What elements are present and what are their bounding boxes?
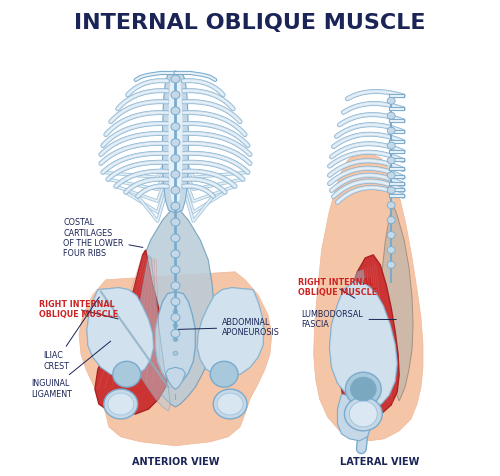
- Ellipse shape: [387, 157, 395, 164]
- Ellipse shape: [108, 393, 134, 415]
- Ellipse shape: [350, 401, 378, 427]
- Ellipse shape: [171, 234, 180, 242]
- Ellipse shape: [387, 202, 395, 208]
- Polygon shape: [342, 270, 367, 414]
- Ellipse shape: [171, 218, 180, 226]
- Ellipse shape: [171, 266, 180, 274]
- Ellipse shape: [171, 91, 180, 99]
- Ellipse shape: [171, 282, 180, 290]
- Ellipse shape: [171, 329, 180, 337]
- Ellipse shape: [387, 142, 395, 149]
- Ellipse shape: [171, 202, 180, 210]
- Ellipse shape: [173, 337, 178, 341]
- Polygon shape: [198, 288, 264, 377]
- Ellipse shape: [344, 397, 382, 431]
- Ellipse shape: [171, 107, 180, 115]
- Ellipse shape: [171, 75, 180, 83]
- Ellipse shape: [217, 393, 243, 415]
- Text: RIGHT INTERNAL
OBLIQUE MUSCLE: RIGHT INTERNAL OBLIQUE MUSCLE: [39, 299, 118, 319]
- Polygon shape: [156, 292, 196, 385]
- Polygon shape: [330, 282, 397, 407]
- Text: LATERAL VIEW: LATERAL VIEW: [340, 456, 419, 466]
- Ellipse shape: [350, 377, 376, 401]
- Polygon shape: [314, 152, 423, 441]
- Ellipse shape: [171, 186, 180, 194]
- Ellipse shape: [387, 97, 395, 104]
- Ellipse shape: [173, 309, 178, 314]
- Ellipse shape: [171, 155, 180, 162]
- Ellipse shape: [171, 123, 180, 130]
- Ellipse shape: [171, 170, 180, 178]
- Text: INGUINAL
LIGAMENT: INGUINAL LIGAMENT: [32, 341, 110, 398]
- Ellipse shape: [171, 139, 180, 147]
- Ellipse shape: [346, 372, 381, 406]
- Ellipse shape: [104, 389, 138, 419]
- Ellipse shape: [171, 298, 180, 306]
- Polygon shape: [95, 250, 168, 414]
- Ellipse shape: [387, 247, 395, 253]
- Text: COSTAL
CARTILAGES
OF THE LOWER
FOUR RIBS: COSTAL CARTILAGES OF THE LOWER FOUR RIBS: [63, 218, 143, 258]
- Polygon shape: [338, 394, 372, 441]
- Polygon shape: [381, 205, 413, 401]
- Text: ABDOMINAL
APONEUROSIS: ABDOMINAL APONEUROSIS: [178, 317, 280, 337]
- Ellipse shape: [387, 217, 395, 224]
- Polygon shape: [330, 282, 397, 407]
- Text: ILIAC
CREST: ILIAC CREST: [43, 297, 100, 371]
- Ellipse shape: [387, 172, 395, 179]
- Ellipse shape: [171, 314, 180, 321]
- Polygon shape: [87, 288, 154, 377]
- Text: LUMBODORSAL
FASCIA: LUMBODORSAL FASCIA: [302, 309, 396, 329]
- Ellipse shape: [173, 351, 178, 355]
- Polygon shape: [168, 74, 182, 204]
- Ellipse shape: [113, 361, 140, 387]
- Polygon shape: [340, 255, 399, 417]
- Ellipse shape: [387, 127, 395, 134]
- Text: RIGHT INTERNAL
OBLIQUE MUSCLE: RIGHT INTERNAL OBLIQUE MUSCLE: [298, 278, 377, 298]
- Ellipse shape: [213, 389, 247, 419]
- Text: INTERNAL OBLIQUE MUSCLE: INTERNAL OBLIQUE MUSCLE: [74, 13, 426, 33]
- Ellipse shape: [171, 250, 180, 258]
- Polygon shape: [136, 205, 214, 407]
- Ellipse shape: [210, 361, 238, 387]
- Polygon shape: [134, 255, 170, 411]
- Polygon shape: [162, 71, 188, 213]
- Text: ANTERIOR VIEW: ANTERIOR VIEW: [132, 456, 219, 466]
- Polygon shape: [198, 288, 264, 377]
- Ellipse shape: [173, 324, 178, 327]
- Polygon shape: [87, 288, 154, 377]
- Polygon shape: [79, 272, 272, 446]
- Ellipse shape: [387, 231, 395, 238]
- Polygon shape: [166, 367, 186, 389]
- Ellipse shape: [387, 261, 395, 268]
- Ellipse shape: [387, 112, 395, 119]
- Ellipse shape: [387, 187, 395, 194]
